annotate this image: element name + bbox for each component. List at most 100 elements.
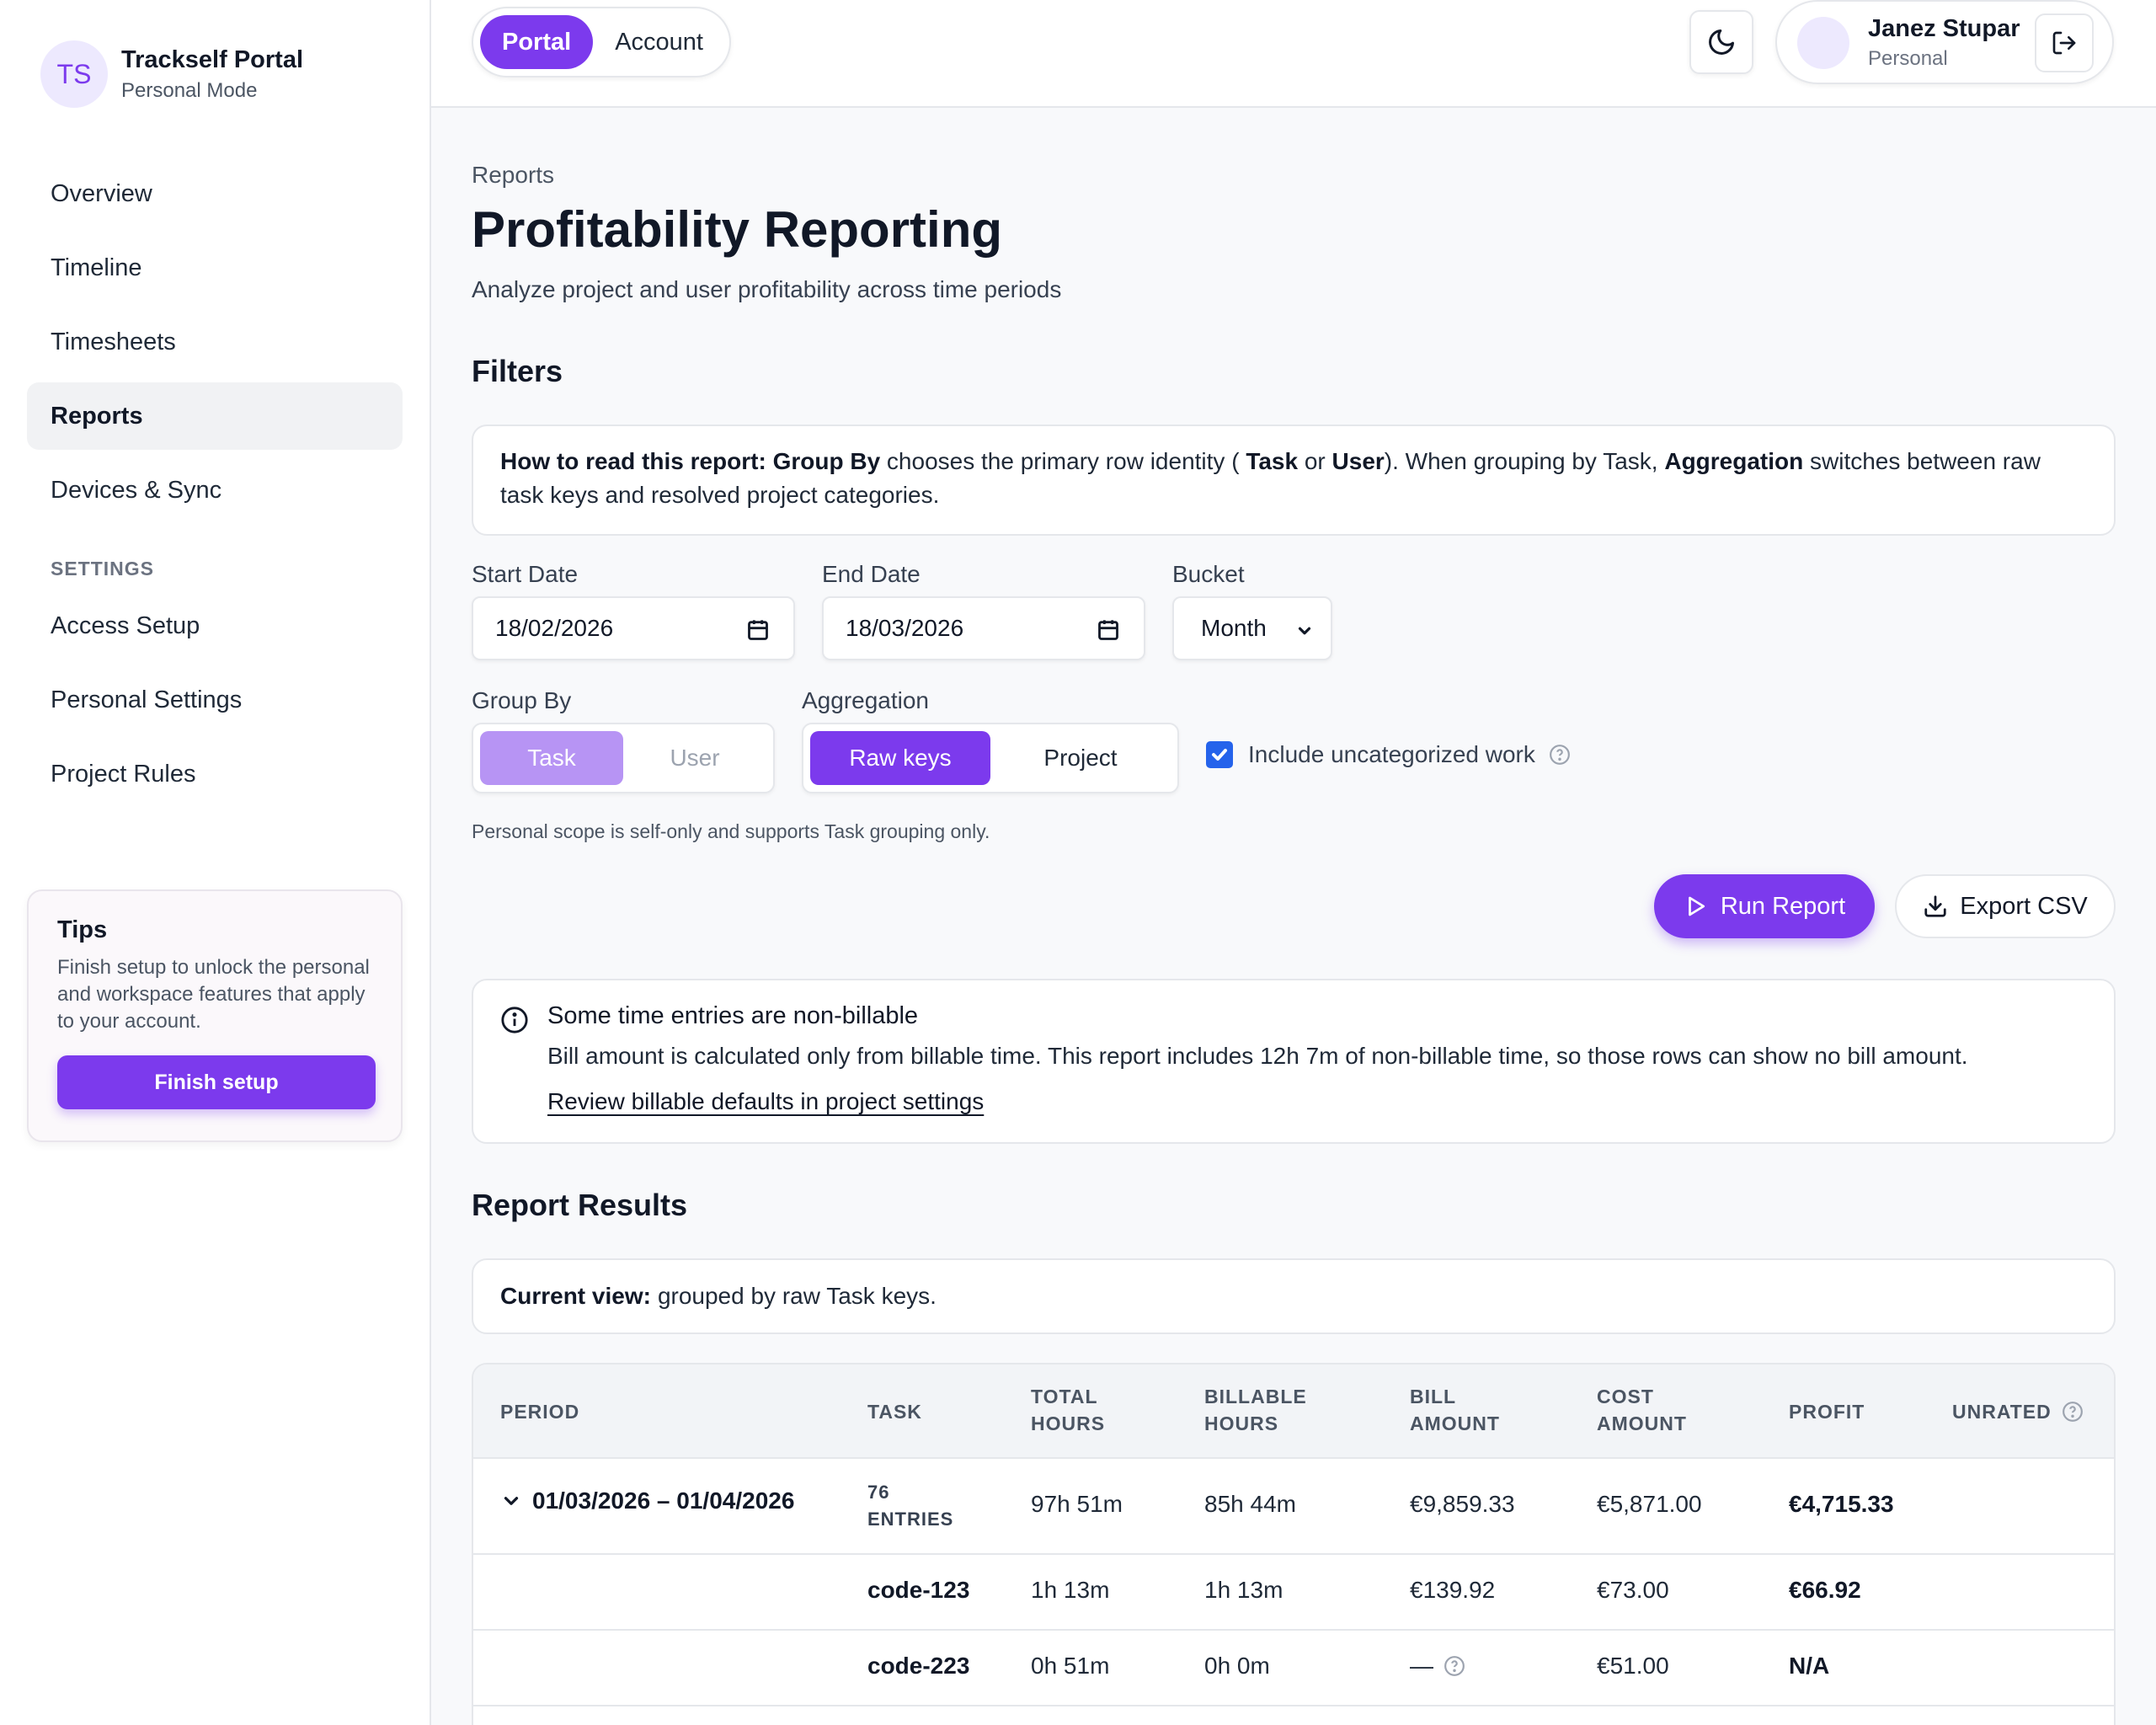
play-icon xyxy=(1688,896,1705,916)
sidebar-item-personal-settings[interactable]: Personal Settings xyxy=(51,686,243,713)
theme-toggle-button[interactable] xyxy=(1689,10,1753,74)
run-report-button[interactable]: Run Report xyxy=(1654,874,1875,938)
moon-icon xyxy=(1709,29,1734,55)
col-task[interactable]: TASK xyxy=(867,1401,922,1423)
help-icon[interactable] xyxy=(1444,1655,1465,1677)
col-period[interactable]: PERIOD xyxy=(500,1401,580,1423)
sidebar-item-project-rules[interactable]: Project Rules xyxy=(51,760,196,788)
sidebar-item-timesheets[interactable]: Timesheets xyxy=(51,328,176,355)
logout-button[interactable] xyxy=(2035,13,2094,72)
table-row[interactable]: code-123 1h 13m 1h 13m €139.92 €73.00 €6… xyxy=(473,1555,2114,1631)
aggregation-raw-keys[interactable]: Raw keys xyxy=(810,731,990,785)
group-period-value: 01/03/2026 – 01/04/2026 xyxy=(532,1487,795,1514)
how-text-1: chooses the primary row identity ( xyxy=(880,448,1246,474)
calendar-icon xyxy=(1098,620,1118,640)
top-bar: Portal Account Janez Stupar Personal xyxy=(431,0,2156,108)
breadcrumb[interactable]: Reports xyxy=(472,162,555,188)
sidebar-item-access-setup[interactable]: Access Setup xyxy=(51,611,200,639)
how-lead: How to read this report: xyxy=(500,448,766,474)
start-date-input[interactable]: 18/02/2026 xyxy=(472,596,795,660)
current-view-lead: Current view: xyxy=(500,1283,651,1309)
current-view-text: grouped by raw Task keys. xyxy=(657,1283,937,1309)
bucket-select[interactable]: Month xyxy=(1172,596,1332,660)
download-icon xyxy=(1924,895,1946,917)
tab-account[interactable]: Account xyxy=(615,28,703,56)
notice-title: Some time entries are non-billable xyxy=(547,1002,919,1029)
group-by-user[interactable]: User xyxy=(670,745,720,771)
how-or: or xyxy=(1298,448,1332,474)
col-total-hours-line1: TOTAL xyxy=(1031,1386,1098,1407)
col-cost-amount-line1: COST xyxy=(1597,1386,1654,1407)
row-cost-amount: €73.00 xyxy=(1597,1577,1669,1603)
sidebar-item-devices-sync[interactable]: Devices & Sync xyxy=(51,476,222,504)
include-uncategorized-label: Include uncategorized work xyxy=(1248,741,1535,767)
user-menu[interactable]: Janez Stupar Personal xyxy=(1775,0,2114,84)
col-billable-hours-line1: BILLABLE xyxy=(1204,1386,1307,1407)
billable-defaults-link[interactable]: Review billable defaults in project sett… xyxy=(547,1088,985,1114)
user-role: Personal xyxy=(1868,47,1948,70)
include-uncategorized-row: Include uncategorized work xyxy=(1206,741,1571,768)
chevron-down-icon[interactable] xyxy=(500,1490,522,1512)
col-billable-hours[interactable]: BILLABLE HOURS xyxy=(1204,1383,1307,1437)
settings-heading: SETTINGS xyxy=(51,558,155,579)
start-date-label: Start Date xyxy=(472,561,579,587)
how-aggregation: Aggregation xyxy=(1664,448,1804,474)
col-unrated-label: UNRATED xyxy=(1952,1401,2052,1423)
how-to-read-card: How to read this report: Group By choose… xyxy=(472,425,2116,536)
col-profit[interactable]: PROFIT xyxy=(1789,1401,1865,1423)
aggregation-project[interactable]: Project xyxy=(1043,745,1118,771)
row-total-hours: 0h 51m xyxy=(1031,1653,1110,1679)
table-group-row[interactable]: 01/03/2026 – 01/04/2026 76 ENTRIES 97h 5… xyxy=(473,1459,2114,1555)
group-period[interactable]: 01/03/2026 – 01/04/2026 xyxy=(500,1487,794,1514)
bucket-value: Month xyxy=(1201,615,1267,641)
current-view-card: Current view: grouped by raw Task keys. xyxy=(472,1258,2116,1334)
export-csv-label: Export CSV xyxy=(1960,892,2088,920)
how-text-3: switches between raw task keys and resol… xyxy=(500,448,2041,508)
info-icon xyxy=(501,1007,528,1033)
sidebar-item-overview[interactable]: Overview xyxy=(51,179,152,207)
col-cost-amount-line2: AMOUNT xyxy=(1597,1413,1687,1434)
group-by-label: Group By xyxy=(472,687,572,713)
col-cost-amount[interactable]: COST AMOUNT xyxy=(1597,1383,1687,1437)
help-icon[interactable] xyxy=(1549,744,1571,766)
sidebar-item-timeline[interactable]: Timeline xyxy=(51,254,142,281)
brand-avatar: TS xyxy=(40,40,108,108)
end-date-input[interactable]: 18/03/2026 xyxy=(822,596,1145,660)
results-table: PERIOD TASK TOTAL HOURS BILLABLE HOURS BIL… xyxy=(472,1363,2116,1725)
help-icon[interactable] xyxy=(2062,1401,2084,1423)
end-date-value: 18/03/2026 xyxy=(846,615,964,641)
group-bill-amount: €9,859.33 xyxy=(1410,1491,1515,1517)
col-bill-amount[interactable]: BILL AMOUNT xyxy=(1410,1383,1500,1437)
end-date-label: End Date xyxy=(822,561,921,587)
how-task: Task xyxy=(1246,448,1299,474)
export-csv-button[interactable]: Export CSV xyxy=(1895,874,2116,938)
tab-portal[interactable]: Portal xyxy=(480,15,594,69)
col-unrated[interactable]: UNRATED xyxy=(1952,1398,2084,1425)
row-task: code-223 xyxy=(867,1653,970,1679)
group-profit: €4,715.33 xyxy=(1789,1491,1894,1517)
bucket-label: Bucket xyxy=(1172,561,1245,587)
sidebar-item-reports[interactable]: Reports xyxy=(27,382,403,450)
col-total-hours[interactable]: TOTAL HOURS xyxy=(1031,1383,1105,1437)
how-user: User xyxy=(1331,448,1385,474)
group-entries-count: 76 xyxy=(867,1482,890,1503)
tips-title: Tips xyxy=(57,916,108,943)
page-title: Profitability Reporting xyxy=(472,201,1002,258)
table-row[interactable]: code-223 0h 51m 0h 0m — €51.00 N/A xyxy=(473,1631,2114,1706)
col-billable-hours-line2: HOURS xyxy=(1204,1413,1279,1434)
table-header: PERIOD TASK TOTAL HOURS BILLABLE HOURS BIL… xyxy=(473,1365,2114,1459)
group-by-task[interactable]: Task xyxy=(480,731,623,785)
row-bill-amount: €139.92 xyxy=(1410,1577,1496,1603)
start-date-value: 18/02/2026 xyxy=(495,615,614,641)
calendar-icon xyxy=(748,620,768,640)
brand-title: Trackself Portal xyxy=(121,45,303,73)
col-total-hours-line2: HOURS xyxy=(1031,1413,1106,1434)
run-report-label: Run Report xyxy=(1720,892,1846,920)
user-name: Janez Stupar xyxy=(1868,15,2020,42)
tips-text: Finish setup to unlock the personal and … xyxy=(57,956,370,1033)
include-uncategorized-checkbox[interactable] xyxy=(1206,741,1233,768)
check-icon xyxy=(1212,749,1227,761)
col-bill-amount-line2: AMOUNT xyxy=(1410,1413,1500,1434)
row-cost-amount: €51.00 xyxy=(1597,1653,1669,1679)
finish-setup-button[interactable]: Finish setup xyxy=(57,1055,376,1109)
